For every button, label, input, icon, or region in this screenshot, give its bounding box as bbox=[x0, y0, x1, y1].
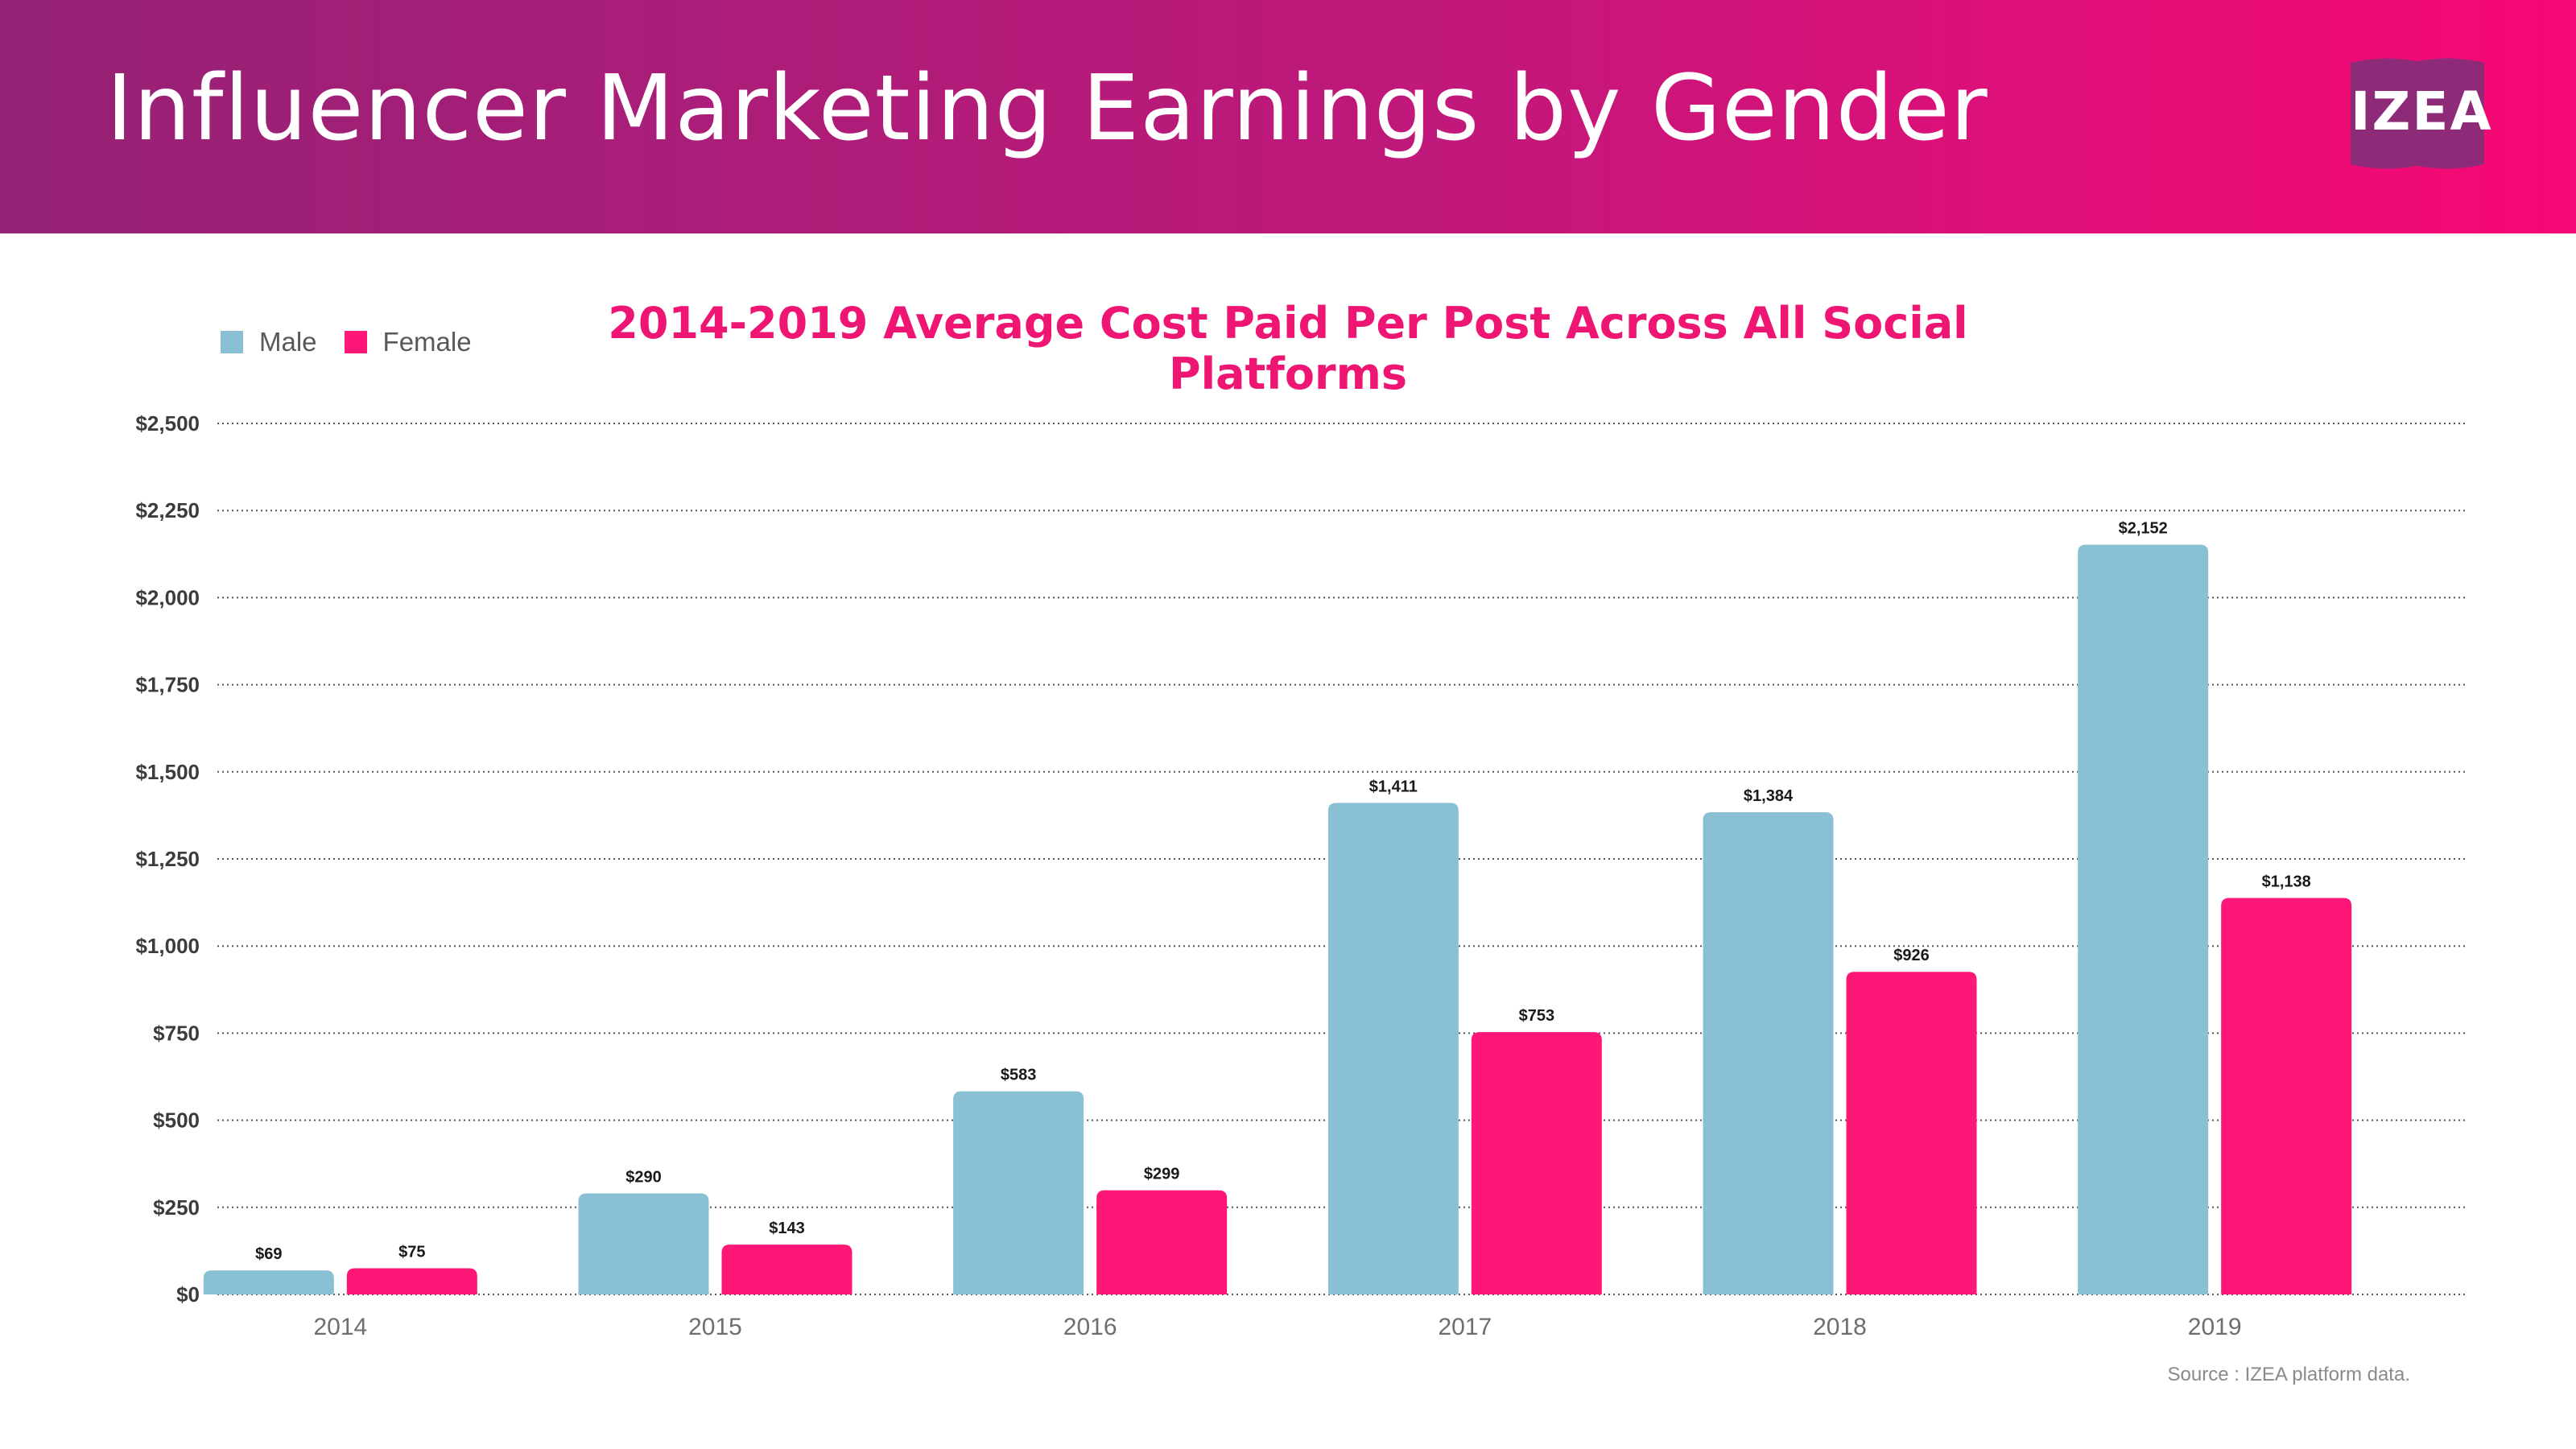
x-tick-label-2015: 2015 bbox=[688, 1314, 742, 1340]
izea-logo-badge-icon bbox=[2351, 58, 2484, 169]
x-tick-label-2019: 2019 bbox=[2188, 1314, 2242, 1340]
bar-female-2016 bbox=[1096, 1190, 1228, 1294]
chart-legend: Male Female bbox=[221, 327, 499, 357]
data-label-male-2016: $583 bbox=[1001, 1067, 1037, 1084]
chart-title: 2014-2019 Average Cost Paid Per Post Acr… bbox=[608, 298, 1968, 399]
data-label-female-2014: $75 bbox=[398, 1244, 425, 1261]
bar-female-2018 bbox=[1846, 972, 1977, 1294]
header-banner: Influencer Marketing Earnings by Gender … bbox=[0, 0, 2576, 233]
x-tick-label-2016: 2016 bbox=[1063, 1314, 1117, 1340]
y-tick-label: $1,000 bbox=[135, 934, 200, 958]
bar-male-2015 bbox=[578, 1193, 709, 1294]
source-note: Source : IZEA platform data. bbox=[2167, 1364, 2410, 1385]
data-label-male-2014: $69 bbox=[255, 1245, 282, 1263]
y-tick-label: $2,000 bbox=[135, 585, 200, 609]
bar-male-2017 bbox=[1327, 803, 1459, 1294]
x-tick-label-2014: 2014 bbox=[313, 1314, 367, 1340]
y-tick-label: $1,500 bbox=[135, 760, 200, 784]
y-tick-label: $1,750 bbox=[135, 673, 200, 697]
bar-male-2018 bbox=[1703, 812, 1834, 1294]
bar-male-2014 bbox=[203, 1270, 334, 1294]
legend-label-female: Female bbox=[382, 327, 472, 357]
data-label-male-2019: $2,152 bbox=[2119, 520, 2168, 538]
data-label-male-2015: $290 bbox=[625, 1168, 662, 1186]
legend-label-male: Male bbox=[259, 327, 317, 357]
bar-female-2015 bbox=[721, 1245, 852, 1294]
y-tick-label: $1,250 bbox=[135, 847, 200, 871]
bar-male-2019 bbox=[2078, 544, 2209, 1294]
y-tick-label: $500 bbox=[153, 1108, 200, 1133]
data-label-male-2018: $1,384 bbox=[1744, 787, 1794, 805]
page-title: Influencer Marketing Earnings by Gender bbox=[106, 56, 1988, 161]
legend-item-male: Male bbox=[221, 327, 317, 357]
izea-logo: IZEA bbox=[2351, 55, 2493, 172]
bar-female-2014 bbox=[346, 1268, 477, 1294]
bar-female-2019 bbox=[2221, 898, 2352, 1294]
data-label-female-2017: $753 bbox=[1519, 1007, 1555, 1025]
data-label-female-2016: $299 bbox=[1144, 1166, 1180, 1183]
legend-item-female: Female bbox=[344, 327, 472, 357]
legend-swatch-male bbox=[221, 331, 243, 353]
bar-male-2016 bbox=[953, 1091, 1084, 1294]
y-tick-label: $250 bbox=[153, 1195, 200, 1220]
data-label-male-2017: $1,411 bbox=[1369, 778, 1418, 795]
logo-text: IZEA bbox=[2351, 80, 2493, 142]
data-label-female-2019: $1,138 bbox=[2262, 873, 2311, 890]
data-label-female-2015: $143 bbox=[769, 1220, 805, 1237]
data-label-female-2018: $926 bbox=[1893, 947, 1930, 964]
y-tick-label: $2,500 bbox=[135, 411, 200, 436]
y-tick-label: $750 bbox=[153, 1021, 200, 1045]
bar-female-2017 bbox=[1471, 1032, 1602, 1294]
legend-swatch-female bbox=[344, 331, 367, 353]
y-tick-label: $0 bbox=[176, 1282, 200, 1307]
x-tick-label-2017: 2017 bbox=[1438, 1314, 1492, 1340]
x-tick-label-2018: 2018 bbox=[1813, 1314, 1867, 1340]
y-tick-label: $2,250 bbox=[135, 498, 200, 522]
